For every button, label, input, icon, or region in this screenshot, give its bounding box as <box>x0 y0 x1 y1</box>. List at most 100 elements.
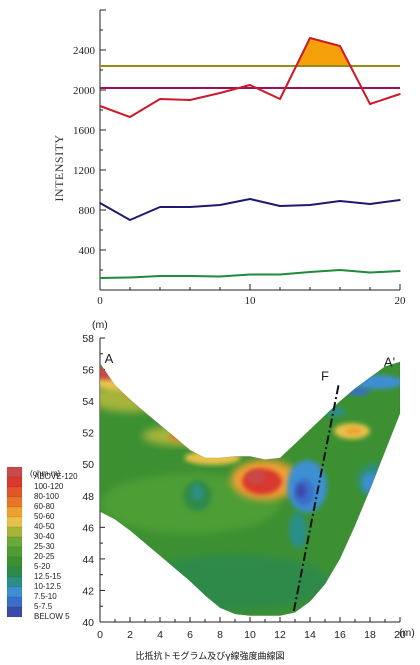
data-point <box>219 275 221 278</box>
legend-swatch <box>6 516 23 528</box>
data-point <box>399 270 401 272</box>
legend-unit: (ohm-m) <box>30 469 61 478</box>
center-red2 <box>247 469 265 484</box>
y-tick-label: 44 <box>82 554 94 566</box>
legend-label: 5-20 <box>34 562 51 571</box>
y-tick-label: 46 <box>82 522 94 534</box>
legend-swatch <box>6 586 23 598</box>
series-line <box>99 198 401 221</box>
data-point <box>129 219 131 221</box>
x-unit-label: (m) <box>399 627 415 639</box>
legend-swatch <box>6 566 23 578</box>
section-outline <box>99 361 401 616</box>
y-axis-label: INTENSITY <box>52 134 66 201</box>
surface-high-a <box>100 365 120 380</box>
x-tick-label: 10 <box>245 295 257 307</box>
legend-label: 25-30 <box>34 542 55 551</box>
x-tick-label: 18 <box>364 629 376 641</box>
data-point <box>189 275 191 277</box>
data-point <box>399 199 401 201</box>
y-tick-label: 52 <box>82 428 94 440</box>
x-tick-label: 20 <box>394 629 406 641</box>
data-point <box>99 202 101 204</box>
x-tick-label: 14 <box>304 629 316 641</box>
data-point <box>369 271 371 274</box>
legend-swatch <box>6 576 23 588</box>
data-point <box>279 98 281 100</box>
data-point <box>309 271 311 273</box>
legend-swatch <box>6 596 23 608</box>
data-point <box>399 93 401 95</box>
legend-swatch <box>6 546 23 558</box>
data-point <box>249 198 251 200</box>
legend-swatch <box>6 606 23 618</box>
legend-label: 7.5-10 <box>34 592 57 601</box>
right-olive2 <box>345 427 362 436</box>
profile-end-label: A' <box>384 354 395 369</box>
y-tick-label: 2000 <box>73 85 96 97</box>
legend-label: 5-7.5 <box>34 602 53 611</box>
data-point <box>339 269 341 271</box>
data-point <box>159 98 161 100</box>
fault-cyan <box>289 512 307 549</box>
legend-swatch <box>6 556 23 568</box>
figure-caption: 比抵抗トモグラム及びγ線強度曲線図 <box>135 650 284 662</box>
y-tick-label: 48 <box>82 491 94 503</box>
fault-line <box>292 385 340 613</box>
legend-label: BELOW 5 <box>34 612 70 621</box>
intensity-tick-labels: 400 800 1200 1600 2000 2400 0 10 20 <box>73 45 406 307</box>
data-point <box>249 273 251 276</box>
y-tick-label: 1600 <box>73 125 96 137</box>
legend-label: ABOVE-120 <box>34 472 78 481</box>
tomogram-overlay: A A' F <box>99 351 401 616</box>
profile-end-label: A <box>105 351 114 366</box>
data-point <box>279 273 281 276</box>
x-tick-label: 20 <box>395 295 407 307</box>
data-point <box>339 200 341 202</box>
data-point <box>219 92 221 94</box>
y-tick-label: 400 <box>79 245 96 257</box>
legend-label: 12.5-15 <box>34 572 62 581</box>
legend-label: 20-25 <box>34 552 55 561</box>
intensity-chart: INTENSITY 400 800 1200 1600 2000 2400 0 10 20 <box>52 9 406 307</box>
data-point <box>309 37 311 39</box>
resistivity-field <box>100 361 400 616</box>
data-point <box>249 84 251 86</box>
legend-swatch <box>6 476 23 488</box>
legend-swatch <box>6 496 23 508</box>
x-tick-label: 10 <box>244 629 256 641</box>
y-tick-label: 54 <box>82 396 94 408</box>
intensity-axes <box>99 9 401 291</box>
legend-label: 80-100 <box>34 492 59 501</box>
data-point <box>279 205 281 207</box>
legend-swatch <box>6 526 23 538</box>
y-tick-label: 2400 <box>73 45 96 57</box>
x-tick-label: 2 <box>127 629 133 641</box>
data-point <box>99 277 101 279</box>
legend-swatch <box>6 466 23 478</box>
data-point <box>189 206 191 208</box>
fault-label: F <box>321 369 329 384</box>
legend-swatch <box>6 536 23 548</box>
y-tick-label: 40 <box>82 617 94 629</box>
anomaly-highlight <box>296 38 351 66</box>
data-point <box>159 275 161 277</box>
resistivity-legend: (ohm-m) ABOVE-120100-12080-10060-8050-60… <box>6 466 78 621</box>
legend-label: 10-12.5 <box>34 582 62 591</box>
legend-label: 50-60 <box>34 512 55 521</box>
data-point <box>159 206 161 208</box>
data-point <box>129 276 131 279</box>
data-point <box>369 203 371 205</box>
intensity-plot-area <box>99 37 401 279</box>
left-pocket2 <box>191 484 204 501</box>
legend-label: 60-80 <box>34 502 55 511</box>
data-point <box>369 103 371 105</box>
data-point <box>219 204 221 206</box>
y-tick-label: 58 <box>82 333 94 345</box>
data-point <box>99 105 101 107</box>
legend-label: 40-50 <box>34 522 55 531</box>
legend-label: 100-120 <box>34 482 64 491</box>
legend-label: 30-40 <box>34 532 55 541</box>
